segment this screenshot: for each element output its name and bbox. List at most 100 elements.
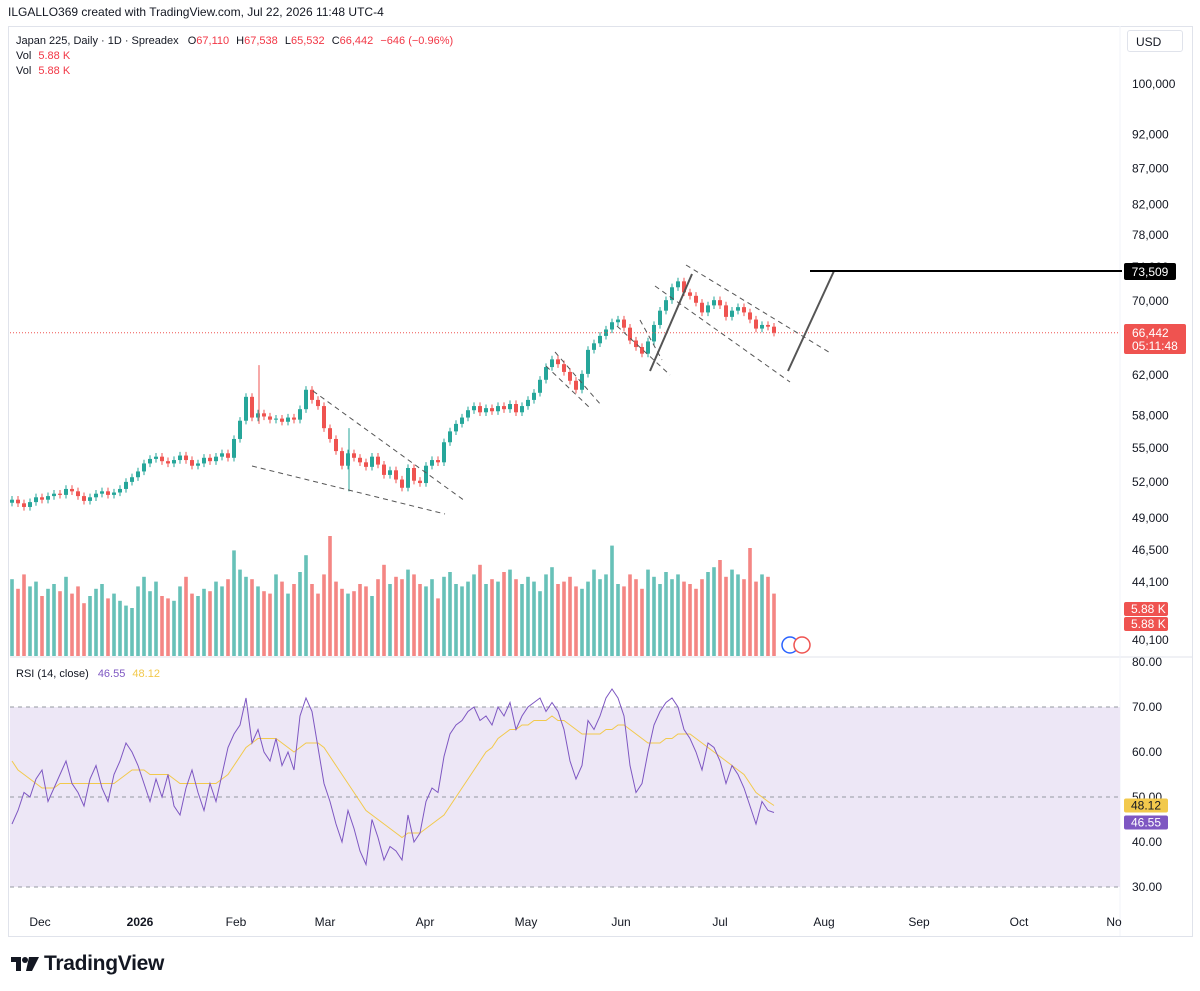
flag-icon (793, 636, 811, 654)
price-tick-label: 78,000 (1132, 228, 1169, 242)
volume-bar (472, 574, 476, 656)
time-tick-label: May (515, 915, 538, 929)
candle-body (772, 326, 776, 333)
candle-body (202, 457, 206, 464)
price-tick-label: 70,000 (1132, 294, 1169, 308)
volume-bar (766, 576, 770, 656)
time-tick-label: 2026 (127, 915, 154, 929)
projection-leg (787, 270, 835, 372)
chart-author-header: ILGALLO369 created with TradingView.com,… (8, 5, 384, 19)
price-tick-label: 52,000 (1132, 475, 1169, 489)
candle-body (604, 329, 608, 336)
volume-bar (430, 579, 434, 656)
candle-body (196, 463, 200, 466)
candle-body (10, 499, 14, 503)
price-tick-label: 46,500 (1132, 543, 1169, 557)
channel-lower-line (251, 465, 446, 515)
volume-bar (658, 584, 662, 656)
candle-body (118, 488, 122, 493)
change-value: −646 (−0.96%) (380, 35, 454, 47)
volume-bar (352, 591, 356, 656)
candle-body (268, 416, 272, 420)
volume-bar (16, 588, 20, 656)
time-tick-label: Apr (416, 915, 435, 929)
volume-bar (664, 572, 668, 656)
candle-body (250, 396, 254, 418)
volume-bar (64, 576, 68, 656)
candle-body (406, 468, 410, 488)
candle-body (748, 312, 752, 320)
candle-body (322, 406, 326, 429)
volume-bar (256, 586, 260, 656)
volume-bar (436, 598, 440, 656)
candle-body (256, 413, 260, 418)
currency-button[interactable]: USD (1127, 30, 1183, 52)
candle-body (310, 389, 314, 400)
volume-bar (196, 596, 200, 656)
volume-bar (316, 593, 320, 656)
volume-bar (142, 576, 146, 656)
volume-bar (250, 579, 254, 656)
volume-bar (394, 576, 398, 656)
volume-bar (604, 574, 608, 656)
volume-bar (310, 584, 314, 656)
rsi-tag-label: 46.55 (1131, 816, 1161, 830)
volume-bar (46, 588, 50, 656)
price-tick-label: 82,000 (1132, 198, 1169, 212)
tradingview-logo-icon (11, 957, 39, 971)
candle-body (562, 364, 566, 372)
volume-bar (610, 545, 614, 656)
candle-body (160, 456, 164, 462)
volume-bar (202, 588, 206, 656)
volume-bar (730, 569, 734, 656)
volume-bar (280, 581, 284, 656)
candle-body (388, 470, 392, 475)
candle-body (484, 408, 488, 413)
volume-bar (358, 584, 362, 656)
channel-line (685, 264, 833, 355)
rsi-ma-tag (1124, 798, 1168, 813)
volume-bar (700, 579, 704, 656)
volume-bar (622, 586, 626, 656)
volume-bar (628, 574, 632, 656)
candle-body (178, 455, 182, 461)
volume-bar (754, 581, 758, 656)
candle-body (622, 319, 626, 328)
candle-body (382, 464, 386, 475)
price-tick-label: 58,000 (1132, 408, 1169, 422)
volume-bar (328, 536, 332, 656)
candle-body (694, 295, 698, 303)
rsi-tick-label: 30.00 (1132, 880, 1162, 894)
candle-body (340, 451, 344, 466)
candle-body (370, 456, 374, 467)
candle-body (418, 480, 422, 484)
volume-bar (652, 576, 656, 656)
candle-body (112, 492, 116, 495)
volume-bar (736, 574, 740, 656)
rsi-tick-label: 60.00 (1132, 745, 1162, 759)
candle-body (736, 307, 740, 311)
rsi-tick-label: 80.00 (1132, 655, 1162, 669)
candle-body (352, 453, 356, 458)
price-tick-label: 100,000 (1132, 77, 1176, 91)
volume-bar (502, 572, 506, 656)
volume-bar (22, 574, 26, 656)
candle-body (376, 456, 380, 465)
candle-body (46, 496, 50, 500)
volume-bar (598, 579, 602, 656)
time-tick-label: Jul (712, 915, 727, 929)
volume-bar (226, 579, 230, 656)
candle-body (400, 479, 404, 488)
volume-bar (772, 593, 776, 656)
volume-bar (466, 581, 470, 656)
price-tick-label: 55,000 (1132, 441, 1169, 455)
rsi-tag (1124, 815, 1168, 830)
rsi-line (11, 688, 775, 867)
tradingview-logo[interactable]: TradingView (10, 952, 164, 976)
candle-body (442, 442, 446, 463)
candle-body (88, 497, 92, 501)
volume-bar (742, 579, 746, 656)
candle-body (658, 310, 662, 325)
volume-tag-label: 5.88 K (1131, 617, 1166, 631)
